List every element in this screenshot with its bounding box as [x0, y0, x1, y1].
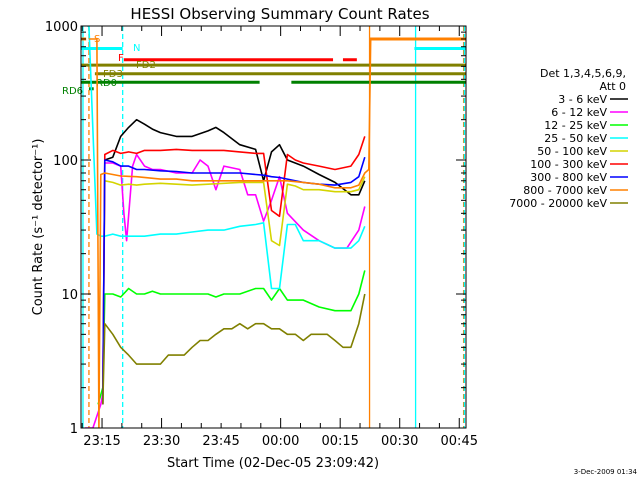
x-tick-label: 00:45	[441, 434, 478, 449]
legend-label-25-50-kev: 25 - 50 keV	[544, 132, 607, 145]
series-line-7000-20000-kev	[102, 293, 366, 405]
x-tick-label: 00:15	[321, 434, 358, 449]
series-line-800-7000-kev	[88, 38, 466, 428]
legend-header-line2: Att 0	[600, 80, 626, 93]
legend-label-12-25-kev: 12 - 25 keV	[544, 119, 607, 132]
legend-label-800-7000-kev: 800 - 7000 keV	[523, 184, 607, 197]
y-tick-label: 1000	[45, 20, 78, 35]
flag-label-rd0: RD0	[96, 78, 117, 89]
x-tick-label: 00:00	[262, 434, 299, 449]
x-axis-label: Start Time (02-Dec-05 23:09:42)	[167, 456, 379, 471]
x-tick-label: 23:15	[83, 434, 120, 449]
legend-label-100-300-kev: 100 - 300 keV	[530, 158, 607, 171]
x-axis-ticks: 23:15 23:30 23:45 00:00 00:15 00:30 00:45	[81, 26, 478, 449]
y-tick-label: 1	[70, 422, 78, 437]
legend-label-3-6-kev: 3 - 6 keV	[558, 93, 607, 106]
series-line-25-50-kev	[87, 26, 366, 290]
plot-frame	[80, 25, 467, 429]
flag-label-fd3: FD3	[103, 69, 123, 80]
series-line-12-25-kev	[97, 270, 366, 405]
legend-label-300-800-kev: 300 - 800 keV	[530, 171, 607, 184]
flag-label-rd6: RD6	[62, 86, 83, 97]
legend-label-50-100-kev: 50 - 100 keV	[537, 145, 607, 158]
legend-label-6-12-kev: 6 - 12 keV	[551, 106, 607, 119]
series-line-100-300-kev	[102, 136, 366, 405]
footer-timestamp: 3-Dec-2009 01:34	[574, 468, 638, 476]
legend-label-7000-20000-kev: 7000 - 20000 keV	[509, 197, 607, 210]
x-tick-label: 00:30	[381, 434, 418, 449]
x-tick-label: 23:45	[202, 434, 239, 449]
flag-label-fd2: FD2	[136, 60, 156, 71]
x-tick-label: 23:30	[143, 434, 180, 449]
y-tick-label: 100	[53, 154, 78, 169]
chart-title: HESSI Observing Summary Count Rates	[130, 5, 429, 23]
series-lines	[85, 26, 466, 428]
flag-label-n: N	[133, 43, 140, 54]
series-line-3-6-kev	[104, 118, 366, 196]
plot-area	[81, 26, 466, 428]
y-axis-ticks: 1 10 100 1000	[45, 20, 466, 437]
y-axis-label: Count Rate (s⁻¹ detector⁻¹)	[31, 139, 46, 316]
legend-header-line1: Det 1,3,4,5,6,9,	[540, 67, 626, 80]
series-line-50-100-kev	[102, 176, 366, 405]
flag-label-f: F	[118, 53, 124, 64]
y-tick-label: 10	[61, 288, 78, 303]
